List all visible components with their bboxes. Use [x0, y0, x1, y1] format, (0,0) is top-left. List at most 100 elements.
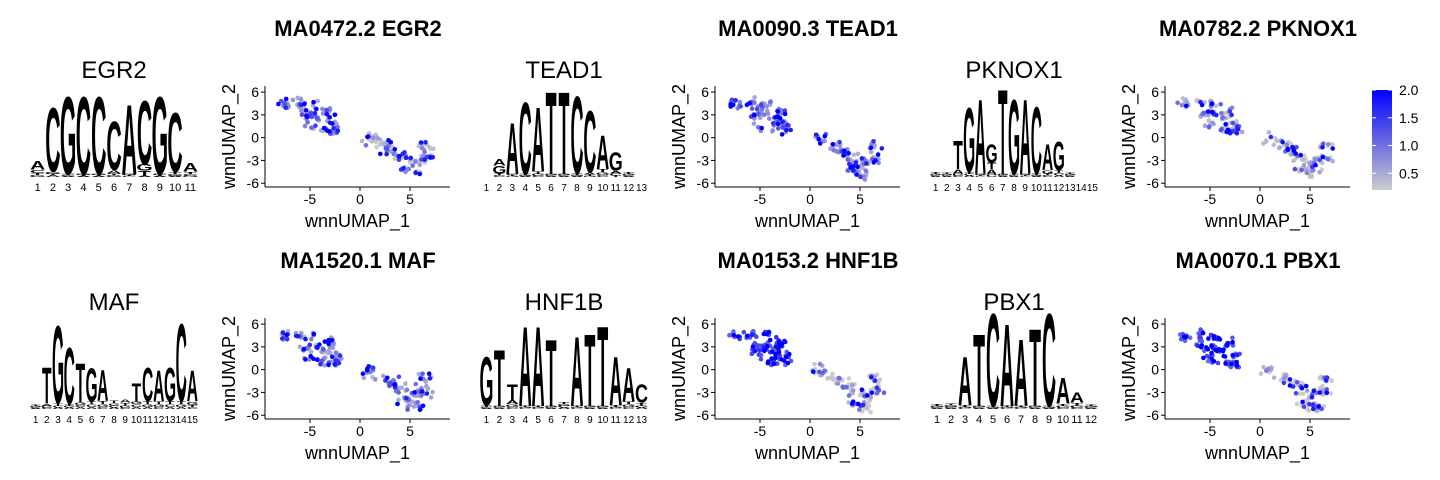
- cell-point: [320, 346, 326, 352]
- y-tick-label: 6: [251, 84, 259, 100]
- cell-point: [754, 106, 760, 112]
- logo-position-label: 5: [978, 183, 984, 194]
- logo-title: PBX1: [983, 289, 1044, 316]
- logo-letter-C: C: [97, 407, 108, 410]
- logo-letter-C: C: [91, 74, 106, 198]
- cell-point: [392, 382, 397, 388]
- logo-letter-C: C: [986, 287, 1000, 435]
- cell-point: [784, 127, 789, 133]
- logo-letter-A: A: [152, 176, 168, 178]
- legend-ticks: 0.5 1.0 1.5 2.0: [1372, 82, 1419, 181]
- umap-scatter: MA0090.3 TEAD1 -5 0 5 -6 -3 0 3 6 wnnUMAP_1 wnnUMA…: [669, 16, 900, 232]
- logo-letter-G: G: [142, 404, 154, 408]
- cell-point: [1287, 377, 1293, 382]
- logo-position-label: 2: [44, 415, 50, 426]
- logo-letter-T: T: [92, 175, 106, 177]
- logo-letter-T: T: [533, 405, 544, 407]
- cell-point: [865, 393, 870, 398]
- logo-letter-C: C: [997, 175, 1008, 177]
- cell-point: [770, 128, 776, 133]
- logo-letter-C: C: [187, 407, 198, 409]
- logo-letter-G: G: [52, 304, 64, 427]
- cell-point: [1213, 103, 1218, 109]
- logo-letter-T: T: [1043, 406, 1056, 408]
- legend-tick-label: 2.0: [1399, 82, 1419, 98]
- logo-letter-T: T: [1065, 173, 1075, 175]
- cell-point: [767, 116, 772, 121]
- logo-letter-C: C: [975, 176, 986, 178]
- logo-letter-G: G: [1042, 170, 1054, 175]
- cell-point: [1324, 390, 1330, 396]
- cell-point: [1198, 327, 1203, 332]
- cell-point: [1218, 102, 1223, 107]
- y-tick-label: 6: [701, 316, 709, 332]
- logo-letter-T: T: [546, 68, 557, 199]
- logo-letter-C: C: [545, 175, 558, 177]
- logo-letter-G: G: [1027, 406, 1042, 408]
- logo-letter-A: A: [941, 176, 952, 178]
- cell-point: [853, 160, 859, 165]
- logo-letter-C: C: [131, 404, 142, 408]
- logo-letter-T: T: [143, 401, 153, 406]
- cell-point: [415, 400, 421, 405]
- cell-point: [1323, 378, 1329, 383]
- cell-point: [1179, 102, 1185, 108]
- logo-letter-T: T: [976, 175, 986, 177]
- logo-letter-A: A: [532, 304, 545, 431]
- logo-letter-G: G: [1008, 79, 1020, 198]
- logo-position-label: 10: [597, 183, 609, 194]
- logo-letter-G: G: [941, 174, 953, 176]
- logo-letter-C: C: [635, 379, 648, 408]
- cell-point: [295, 95, 300, 101]
- logo-position-label: 14: [1076, 183, 1088, 194]
- cell-point: [769, 349, 775, 355]
- logo-letter-G: G: [1053, 134, 1065, 179]
- cell-point: [868, 145, 874, 151]
- cell-point: [324, 112, 330, 117]
- logo-position-label: 9: [1022, 183, 1028, 194]
- logo-letter-C: C: [583, 407, 596, 409]
- cell-point: [868, 394, 874, 400]
- logo-letter-A: A: [622, 176, 635, 178]
- cell-point: [324, 107, 329, 113]
- logo-letter-T: T: [964, 171, 974, 174]
- logo-letter-C: C: [986, 174, 997, 178]
- logo-letter-C: C: [532, 175, 545, 178]
- cell-point: [373, 377, 378, 382]
- cell-point: [1258, 371, 1264, 376]
- y-tick-label: 3: [251, 339, 259, 355]
- cell-point: [337, 353, 343, 358]
- cell-point: [1329, 142, 1335, 147]
- logo-letter-G: G: [60, 74, 77, 198]
- logo-letter-A: A: [958, 343, 972, 421]
- logo-position-label: 12: [1053, 183, 1065, 194]
- cell-point: [729, 97, 735, 102]
- logo-position-label: 11: [185, 182, 196, 194]
- cell-point: [332, 112, 338, 118]
- cell-point: [782, 338, 787, 344]
- cell-point: [295, 334, 301, 339]
- cell-point: [747, 101, 752, 106]
- logo-position-label: 10: [597, 415, 609, 426]
- logo-position-label: 3: [955, 183, 961, 194]
- logo-position-label: 15: [187, 415, 199, 426]
- logo-position-label: 12: [1085, 414, 1097, 426]
- logo-letter-A: A: [1064, 176, 1075, 178]
- logo-position-label: 11: [1042, 183, 1053, 194]
- cell-point: [1206, 124, 1212, 129]
- logo-position-label: 2: [944, 183, 950, 194]
- cell-point: [752, 95, 757, 100]
- logo-letter-G: G: [557, 404, 571, 407]
- cell-point: [781, 358, 787, 364]
- cell-point: [388, 140, 394, 145]
- logo-letter-A: A: [91, 176, 107, 178]
- logo-letter-A: A: [519, 176, 532, 178]
- y-tick-label: -3: [1147, 384, 1160, 400]
- logo-letter-G: G: [505, 176, 519, 178]
- logo-letter-A: A: [635, 407, 648, 410]
- logo-letter-C: C: [1042, 175, 1053, 177]
- cell-point: [1301, 163, 1307, 168]
- cell-point: [322, 362, 327, 368]
- cell-point: [388, 382, 394, 387]
- logo-letter-A: A: [622, 358, 635, 412]
